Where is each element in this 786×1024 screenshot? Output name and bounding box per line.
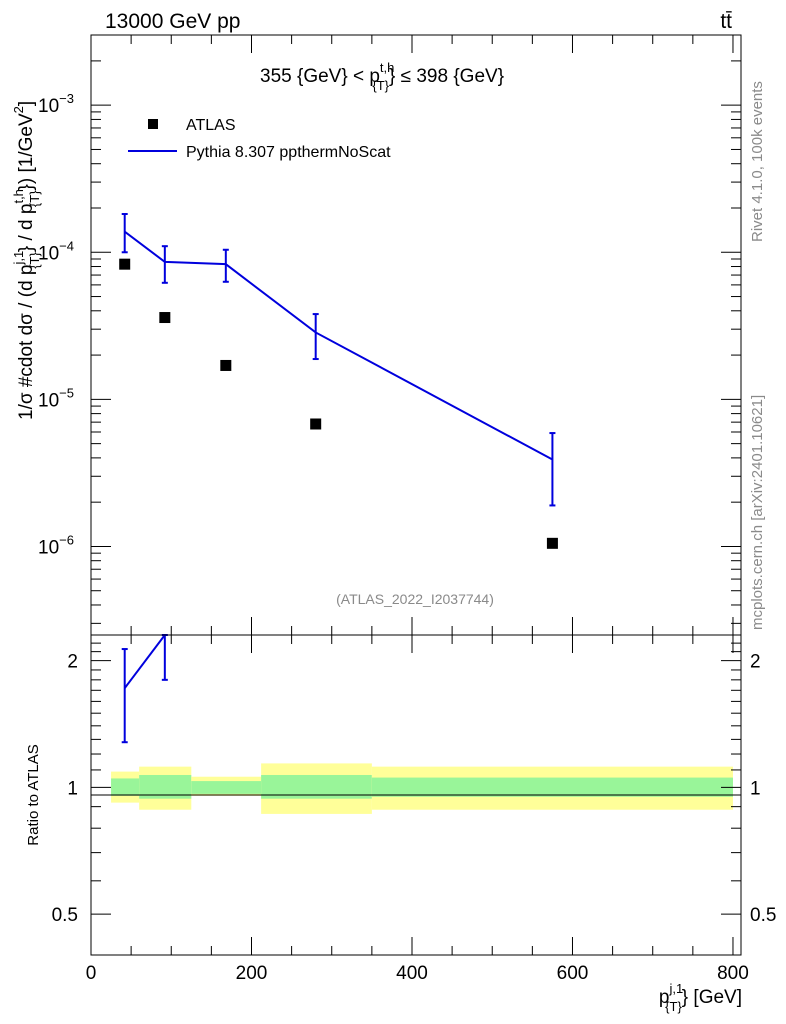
data-point [159,312,171,324]
plot-title-pre: 355 {GeV} < p [260,66,380,87]
main-x-ticks [90,35,734,635]
ratio-y-tick-label-right: 1 [750,778,761,799]
main-y-tick-base: 10 [38,390,59,411]
plot-title: 355 {GeV} < pt,h {T}} ≤ 398 {GeV} [260,60,504,93]
main-y-tick-base: 10 [38,537,59,558]
header-right: tt̄ [720,10,732,33]
ratio-mc-line [123,634,166,689]
x-tick-label: 600 [557,963,589,984]
legend-data-label: ATLAS [186,117,236,134]
mcplots-label: mcplots.cern.ch [arXiv:2401.10621] [749,395,766,630]
ratio-band-inner [139,774,192,799]
main-y-tick-base: 10 [38,243,59,264]
mc-series-main [121,213,556,507]
y-axis-label-main: 1/σ #cdot dσ / (d pj,1{T}} / d pt,h{T}})… [11,101,42,420]
data-point [546,537,558,549]
legend: ATLAS Pythia 8.307 ppthermNoScat [128,117,391,161]
ratio-y-ticks: 2 2 1 1 0.5 0.5 [52,634,776,956]
plot-title-sub: {T} [372,78,389,93]
y-axis-label-ratio: Ratio to ATLAS [25,744,42,845]
analysis-watermark: (ATLAS_2022_I2037744) [336,591,494,607]
ratio-bands [111,763,733,814]
data-series-main [119,258,558,549]
plot-title-sup: t,h [380,60,394,75]
x-tick-label: 800 [717,963,749,984]
main-y-tick-exp: −6 [59,532,74,547]
main-y-tick-label: 10−4 [38,238,74,264]
ratio-band-inner [191,781,262,794]
ratio-y-tick-label-right: 2 [750,652,761,673]
x-tick-label: 0 [86,963,97,984]
ratio-band-inner [261,774,372,799]
main-y-tick-label: 10−6 [38,532,74,558]
mc-series-ratio [121,634,168,744]
main-y-tick-exp: −4 [59,238,74,253]
ratio-y-tick-label-right: 0.5 [750,905,776,926]
legend-mc-label: Pythia 8.307 ppthermNoScat [186,144,391,161]
ratio-x-ticks: 0 200 400 600 800 [86,635,749,984]
main-panel: 10−310−410−510−6 355 {GeV} < pt,h {T}} ≤ … [38,34,742,636]
plot-title-post: } ≤ 398 {GeV} [389,66,504,87]
ratio-band-inner [371,777,733,797]
main-y-tick-base: 10 [38,96,59,117]
data-point [119,258,131,270]
ratio-y-tick-label-left: 0.5 [52,905,78,926]
x-tick-label: 400 [396,963,428,984]
rivet-label: Rivet 4.1.0, 100k events [749,81,766,242]
main-y-tick-exp: −3 [59,91,74,106]
main-y-tick-label: 10−5 [38,385,74,411]
main-y-ticks: 10−310−410−510−6 [38,34,741,624]
x-axis-label: pj,1 {T}} [GeV] [659,981,742,1014]
data-point [310,418,322,430]
data-point [220,359,232,371]
legend-data-marker [148,119,158,129]
ratio-y-tick-label-left: 1 [67,778,78,799]
main-y-tick-exp: −5 [59,385,74,400]
main-y-tick-label: 10−3 [38,91,74,117]
ratio-y-tick-label-left: 2 [67,652,78,673]
ratio-frame [90,634,742,956]
ratio-panel: 2 2 1 1 0.5 0.5 0 200 400 600 800 [52,634,776,984]
ratio-band-inner [111,778,140,796]
x-tick-label: 200 [236,963,268,984]
mc-line [124,230,553,461]
header-left: 13000 GeV pp [105,10,240,33]
